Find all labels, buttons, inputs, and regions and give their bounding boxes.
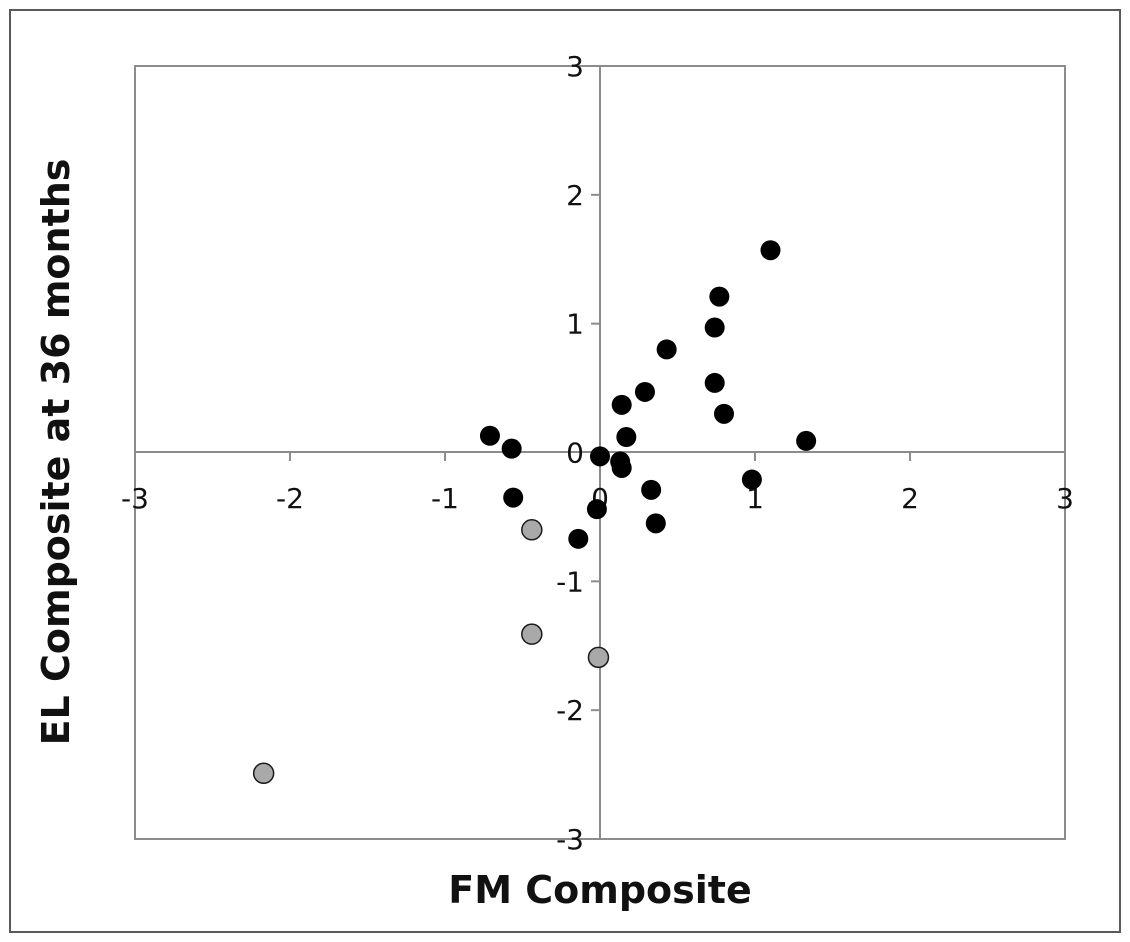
y-tick-label: 2 xyxy=(566,179,584,212)
x-axis-title: FM Composite xyxy=(448,868,751,912)
y-tick-label: -1 xyxy=(556,565,584,598)
data-point-black xyxy=(760,240,781,261)
data-point-gray xyxy=(252,762,275,785)
y-tick-label: -2 xyxy=(556,694,584,727)
x-tick-label: -1 xyxy=(431,482,459,515)
data-point-black xyxy=(503,487,524,508)
data-point-black xyxy=(611,394,632,415)
y-tick-label: 3 xyxy=(566,50,584,83)
data-point-black xyxy=(586,499,607,520)
data-point-gray xyxy=(521,519,543,541)
data-point-black xyxy=(568,528,589,549)
scatter-chart: -3 -2 -1 0 1 2 3 3 2 1 0 -1 -2 -3 FM Composite EL Co… xyxy=(34,50,1074,912)
data-point-black xyxy=(714,403,734,424)
y-tick-label: 0 xyxy=(566,437,584,470)
data-point-black xyxy=(479,425,500,446)
data-point-black xyxy=(704,317,725,338)
x-tick-label: -3 xyxy=(121,482,149,515)
data-point-black xyxy=(796,430,817,451)
chart-frame: -3 -2 -1 0 1 2 3 3 2 1 0 -1 -2 -3 FM Composite EL Co… xyxy=(9,9,1121,933)
data-point-black xyxy=(590,446,610,467)
data-point-black xyxy=(501,438,522,459)
x-tick-label: 2 xyxy=(901,482,919,515)
y-tick-label: -3 xyxy=(556,823,584,856)
data-point-gray xyxy=(521,623,543,645)
x-tick-label: -2 xyxy=(276,482,304,515)
data-point-black xyxy=(634,381,655,402)
data-point-black xyxy=(641,479,662,500)
data-point-black xyxy=(741,469,762,490)
data-points xyxy=(252,240,817,785)
data-point-black xyxy=(645,513,666,534)
x-tick-label: 3 xyxy=(1056,482,1074,515)
x-tick-label: 1 xyxy=(746,482,764,515)
data-point-black xyxy=(616,427,637,448)
y-tick-labels: 3 2 1 0 -1 -2 -3 xyxy=(556,50,584,856)
y-tick-label: 1 xyxy=(566,308,584,341)
data-point-black xyxy=(611,457,632,478)
data-point-gray xyxy=(587,646,610,669)
y-axis-title: EL Composite at 36 months xyxy=(34,159,78,746)
data-point-black xyxy=(656,339,677,360)
data-point-black xyxy=(709,286,730,307)
data-point-black xyxy=(704,372,725,393)
